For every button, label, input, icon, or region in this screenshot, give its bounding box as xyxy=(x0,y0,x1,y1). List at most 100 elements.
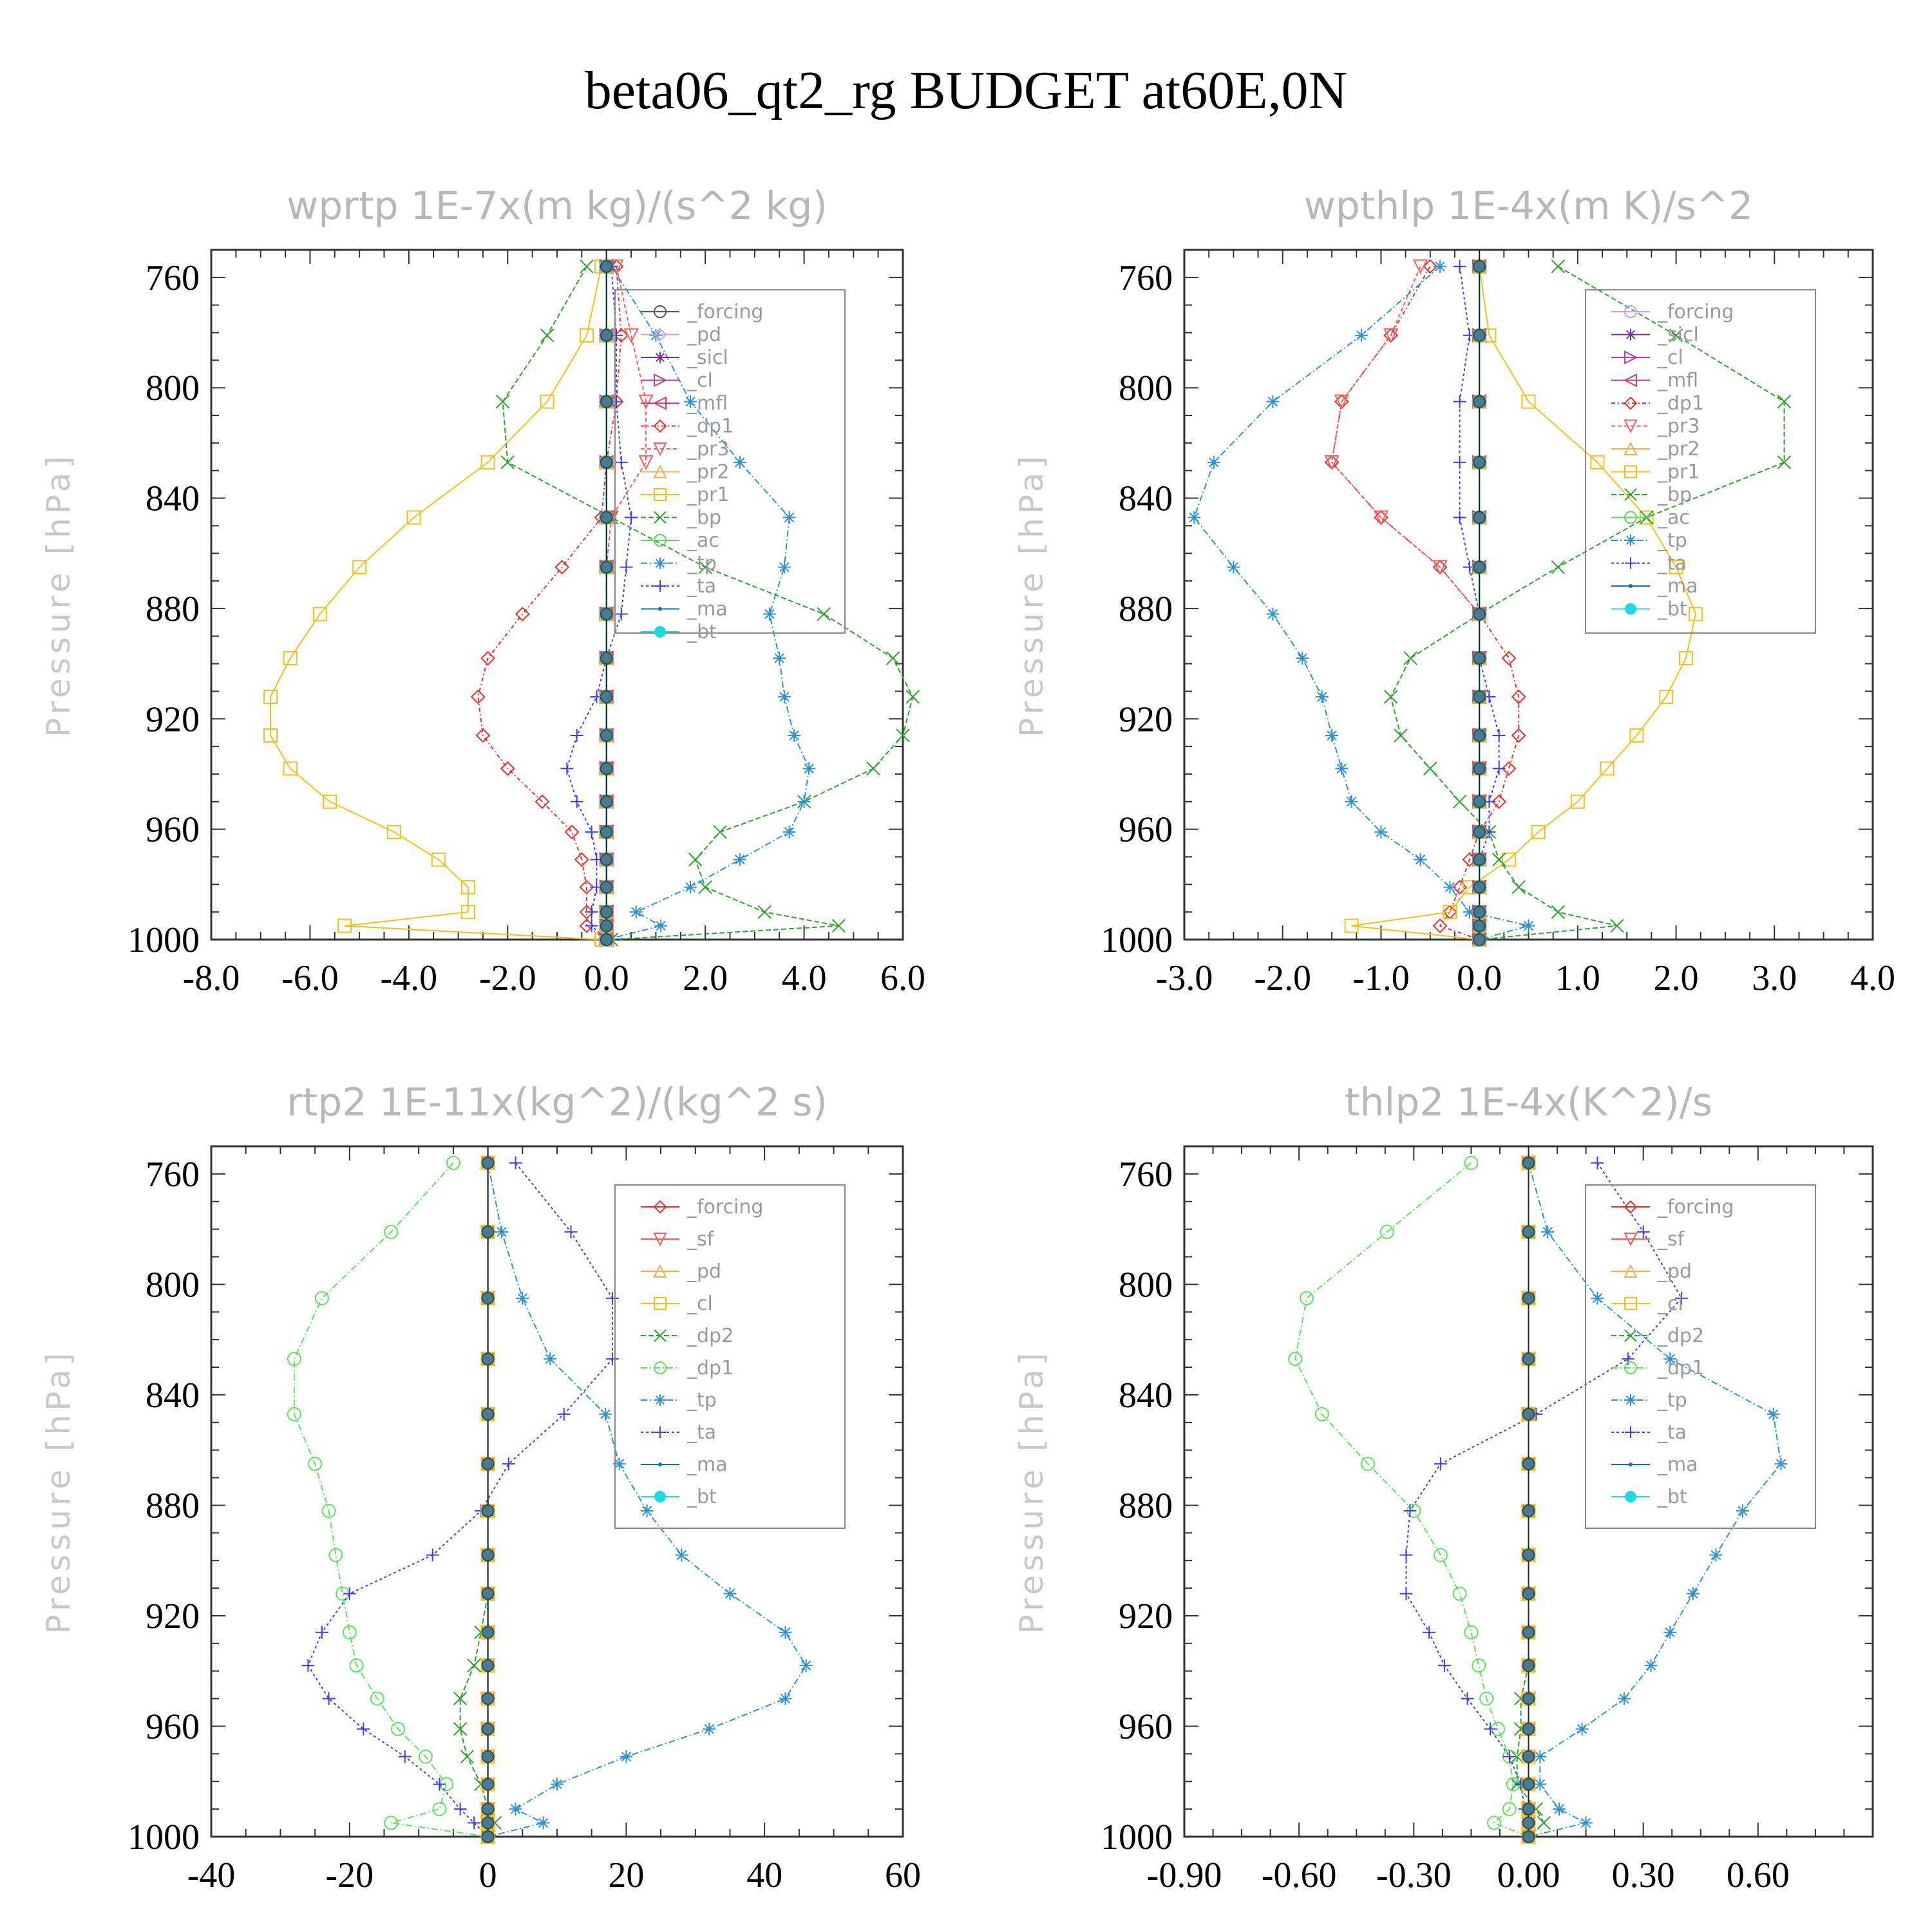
data-point xyxy=(337,918,352,933)
data-point xyxy=(1473,762,1486,775)
legend-entry: _pr3 xyxy=(641,438,729,460)
data-point xyxy=(779,1692,792,1705)
data-point xyxy=(398,1750,412,1763)
panel-title: wprtp 1E-7x(m kg)/(s^2 kg) xyxy=(287,184,828,229)
data-point xyxy=(481,1291,495,1305)
data-point xyxy=(1522,1225,1535,1238)
data-point xyxy=(654,919,668,933)
data-point xyxy=(349,1658,364,1673)
data-point xyxy=(481,1830,495,1843)
data-point xyxy=(460,880,475,895)
chart-panel-1: wprtp 1E-7x(m kg)/(s^2 kg) Pressure [hPa]… xyxy=(40,184,925,998)
legend-entry: _dp2 xyxy=(641,1325,734,1347)
data-point xyxy=(600,560,613,574)
legend-label: _cl xyxy=(687,370,713,392)
series-line xyxy=(293,1162,488,1837)
data-point xyxy=(481,1548,495,1562)
data-point xyxy=(312,607,327,621)
data-point xyxy=(713,825,727,839)
series-line xyxy=(307,1162,613,1837)
data-point xyxy=(1487,1815,1502,1830)
data-point xyxy=(453,1691,468,1706)
data-point xyxy=(1461,1692,1474,1705)
legend-label: _sicl xyxy=(1657,324,1699,346)
series_dp1 xyxy=(1288,1155,1536,1844)
data-point xyxy=(1463,905,1476,919)
data-point xyxy=(1492,728,1506,742)
data-point xyxy=(470,689,486,705)
data-point xyxy=(684,880,697,894)
data-point xyxy=(703,1722,716,1736)
series-line xyxy=(1331,266,1520,940)
data-point xyxy=(481,1816,495,1830)
data-point xyxy=(733,853,746,866)
series-line xyxy=(1528,1162,1782,1837)
data-point xyxy=(453,1803,467,1816)
data-point xyxy=(308,1457,323,1472)
data-point xyxy=(1453,395,1466,408)
data-point xyxy=(1325,728,1339,742)
y-tick-label: 1000 xyxy=(128,920,200,960)
data-point xyxy=(475,728,491,743)
legend-label: _bt xyxy=(687,1486,717,1508)
legend-marker xyxy=(1625,1491,1636,1502)
data-point xyxy=(1522,1352,1535,1366)
data-point xyxy=(782,825,796,838)
legend-marker xyxy=(654,1491,666,1502)
data-point xyxy=(406,510,421,525)
panel-title: rtp2 1E-11x(kg^2)/(kg^2 s) xyxy=(287,1080,828,1125)
data-point xyxy=(1492,762,1506,775)
legend-label: _forcing xyxy=(1657,301,1734,323)
figure-title: beta06_qt2_rg BUDGET at60E,0N xyxy=(585,61,1347,120)
data-point xyxy=(433,1777,446,1791)
legend-marker xyxy=(652,396,667,410)
x-tick-label: 1.0 xyxy=(1555,958,1600,998)
legend-entry: _ma xyxy=(1611,1454,1698,1476)
legend-marker xyxy=(1625,1426,1636,1438)
x-tick-label: -2.0 xyxy=(479,958,536,998)
series-line xyxy=(606,266,810,940)
legend-entry: _bt xyxy=(641,1486,717,1508)
legend-marker xyxy=(1624,350,1638,365)
legend-marker xyxy=(1624,305,1637,318)
legend-label: _ac xyxy=(1657,507,1690,529)
legend-label: _sf xyxy=(1657,1228,1685,1251)
legend xyxy=(614,1184,846,1529)
legend-entry: _forcing xyxy=(641,301,763,323)
data-point xyxy=(1689,607,1703,621)
legend-marker xyxy=(1624,1264,1638,1278)
data-point xyxy=(1374,825,1388,838)
x-tick-label: 0.60 xyxy=(1727,1855,1790,1895)
legend-entry: _sicl xyxy=(1611,324,1699,346)
data-point xyxy=(1541,1225,1555,1238)
data-point xyxy=(1300,1291,1314,1305)
series-line xyxy=(1294,1162,1529,1837)
data-point xyxy=(773,652,786,665)
legend-marker xyxy=(653,1200,667,1214)
data-point xyxy=(1361,1457,1376,1472)
data-point xyxy=(283,651,298,666)
data-point xyxy=(600,825,613,838)
data-point xyxy=(1591,1291,1604,1305)
legend-label: _bt xyxy=(1657,598,1687,621)
data-point xyxy=(684,395,697,408)
plot-frame xyxy=(210,249,904,941)
legend-entry: _dp1 xyxy=(1611,392,1704,415)
legend-marker xyxy=(654,352,666,363)
series_tp xyxy=(1522,1156,1788,1843)
x-tick-label: -20 xyxy=(325,1855,374,1895)
data-point xyxy=(1335,762,1349,775)
legend-marker xyxy=(653,1233,667,1247)
legend-label: _ta xyxy=(1657,553,1687,575)
data-point xyxy=(1522,1156,1535,1170)
data-point xyxy=(788,728,801,742)
data-point xyxy=(1484,1722,1497,1736)
data-point xyxy=(1777,455,1792,469)
x-tick-label: -3.0 xyxy=(1156,958,1213,998)
data-point xyxy=(579,880,594,895)
data-point xyxy=(540,328,554,343)
data-point xyxy=(481,1587,495,1600)
series_ta xyxy=(301,1156,619,1843)
data-point xyxy=(1437,1659,1451,1672)
legend-entry: _tp xyxy=(641,1389,717,1412)
